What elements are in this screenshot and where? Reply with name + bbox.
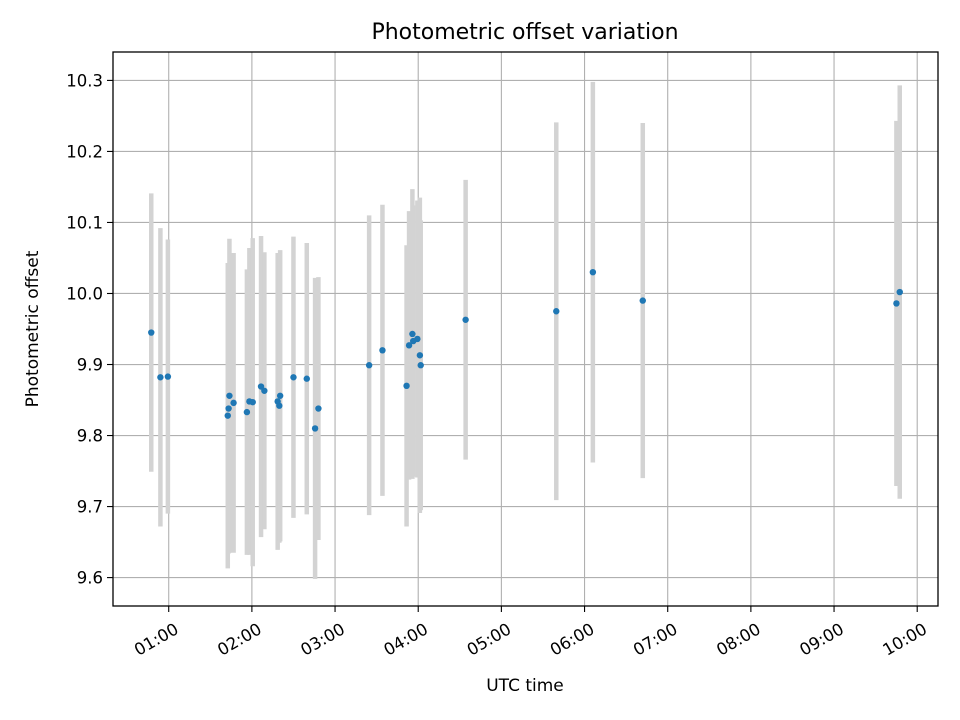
y-axis-label: Photometric offset bbox=[23, 250, 43, 407]
y-tick-label: 9.8 bbox=[77, 427, 103, 446]
data-point bbox=[405, 342, 413, 349]
x-tick-label: 01:00 bbox=[131, 619, 182, 659]
x-tick-label: 02:00 bbox=[214, 619, 265, 659]
data-point bbox=[303, 375, 310, 382]
data-point bbox=[224, 412, 231, 419]
data-point bbox=[365, 362, 373, 369]
data-point bbox=[416, 352, 424, 359]
data-point bbox=[639, 297, 646, 304]
chart-title: Photometric offset variation bbox=[371, 20, 678, 45]
data-point bbox=[249, 398, 256, 406]
data-point bbox=[553, 308, 560, 315]
data-point bbox=[225, 405, 232, 412]
data-point bbox=[462, 316, 469, 323]
x-tick-label: 08:00 bbox=[713, 619, 764, 659]
plot-frame bbox=[112, 51, 939, 607]
data-point bbox=[164, 373, 172, 380]
y-tick-label: 10.2 bbox=[66, 142, 103, 161]
y-tick-label: 9.7 bbox=[77, 498, 103, 517]
x-tick-label: 07:00 bbox=[630, 619, 681, 659]
data-point bbox=[243, 408, 251, 416]
grid bbox=[113, 52, 938, 606]
x-tick-label: 04:00 bbox=[381, 619, 432, 659]
data-point bbox=[276, 402, 283, 409]
data-point bbox=[403, 382, 410, 390]
y-tick-label: 10.0 bbox=[66, 284, 103, 303]
data-point bbox=[589, 268, 597, 276]
data-point bbox=[157, 374, 164, 381]
y-tick-label: 10.3 bbox=[66, 71, 103, 90]
data-point bbox=[290, 374, 297, 381]
y-tick-label: 9.9 bbox=[77, 356, 103, 375]
x-tick-label: 05:00 bbox=[464, 619, 515, 659]
data-point bbox=[261, 387, 268, 394]
data-point bbox=[417, 362, 424, 369]
data-point bbox=[893, 300, 900, 307]
y-axis-ticks: 9.6 9.7 9.8 9.9 10.0 10.1 10.2 10.3 bbox=[66, 71, 113, 588]
data-point bbox=[315, 405, 322, 412]
y-tick-label: 9.6 bbox=[77, 569, 103, 588]
y-tick-label: 10.1 bbox=[66, 213, 103, 232]
x-tick-label: 09:00 bbox=[796, 619, 847, 659]
data-point bbox=[230, 399, 237, 407]
data-point bbox=[379, 347, 386, 354]
data-points bbox=[148, 268, 903, 432]
data-point bbox=[409, 330, 416, 338]
data-point bbox=[148, 329, 155, 336]
error-bars bbox=[149, 81, 902, 580]
x-tick-label: 06:00 bbox=[547, 619, 598, 659]
x-axis-ticks: 01:00 02:00 03:00 04:00 05:00 06:00 07:00 08:00… bbox=[131, 606, 930, 660]
data-point bbox=[896, 288, 903, 296]
x-tick-label: 03:00 bbox=[297, 619, 348, 659]
x-tick-label: 10:00 bbox=[880, 619, 931, 659]
data-point bbox=[276, 392, 284, 399]
x-axis-label: UTC time bbox=[486, 676, 564, 696]
data-point bbox=[311, 425, 319, 432]
data-point bbox=[226, 392, 233, 399]
data-point bbox=[414, 335, 421, 343]
